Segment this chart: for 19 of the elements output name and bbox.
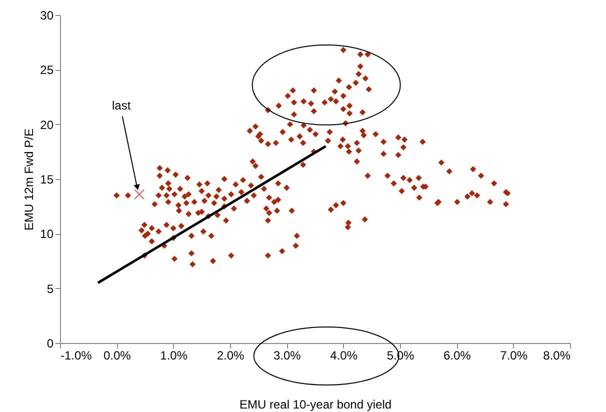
- x-tick-label: -1.0%: [60, 348, 92, 362]
- y-tick-label: 5: [46, 282, 54, 296]
- y-tick-label: 10: [40, 227, 54, 242]
- x-tick-label: 4.0%: [330, 348, 358, 362]
- x-tick-label: 7.0%: [500, 348, 528, 362]
- x-tick-label: 2.0%: [216, 348, 244, 362]
- x-tick-label: 6.0%: [443, 348, 472, 362]
- y-axis-title: EMU 12m Fwd P/E: [22, 128, 36, 231]
- y-tick-label: 20: [40, 118, 54, 132]
- x-tick-label: 3.0%: [273, 348, 302, 362]
- y-tick-label: 0: [46, 336, 54, 350]
- x-tick-label: 1.0%: [160, 348, 188, 362]
- y-tick-label: 25: [40, 63, 54, 78]
- y-tick-label: 30: [40, 8, 54, 22]
- x-tick-label: 8.0%: [543, 348, 571, 362]
- x-axis-title: EMU real 10-year bond yield: [239, 398, 392, 412]
- y-tick-label: 15: [40, 172, 54, 186]
- x-tick-label: 0.0%: [103, 348, 132, 362]
- annotation: last: [112, 98, 132, 112]
